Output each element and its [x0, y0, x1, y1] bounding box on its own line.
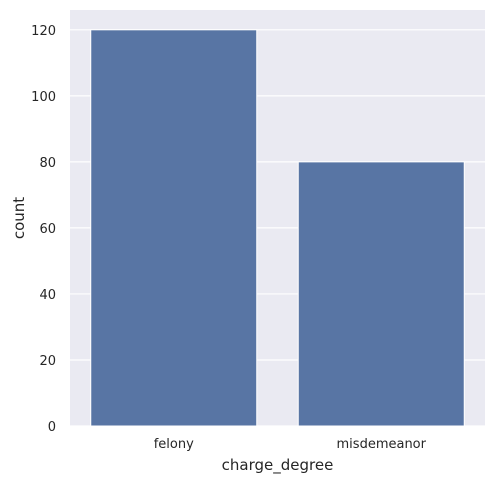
y-tick-label: 80: [39, 156, 56, 171]
y-tick-label: 60: [39, 222, 56, 237]
y-tick-label: 120: [31, 24, 56, 39]
x-tick-label-felony: felony: [154, 437, 194, 452]
y-tick-labels: 0 20 40 60 80 100 120: [31, 24, 56, 435]
y-axis-label: count: [10, 197, 28, 239]
y-tick-label: 40: [39, 288, 56, 303]
y-tick-label: 100: [31, 90, 56, 105]
x-tick-labels: felony misdemeanor: [154, 437, 427, 452]
y-tick-label: 0: [48, 420, 56, 435]
bar-felony: [90, 29, 258, 427]
bars: [90, 29, 465, 427]
x-axis-label: charge_degree: [222, 456, 334, 475]
bar-misdemeanor: [297, 161, 465, 427]
x-tick-label-misdemeanor: misdemeanor: [337, 437, 427, 452]
y-tick-label: 20: [39, 354, 56, 369]
